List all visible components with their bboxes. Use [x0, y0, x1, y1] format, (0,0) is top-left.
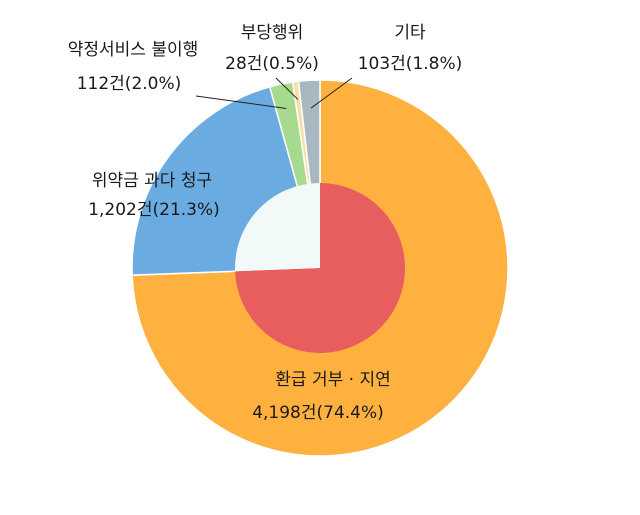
slice-label-penalty-value: 1,202건(21.3%)	[88, 200, 220, 220]
leader-line-3	[275, 77, 299, 100]
slice-label-penalty-name: 위약금 과다 청구	[92, 171, 212, 191]
slice-label-other-name: 기타	[394, 23, 426, 43]
slice-label-refund-value: 4,198건(74.4%)	[252, 403, 384, 423]
slice-label-contract-name: 약정서비스 불이행	[68, 40, 199, 60]
slice-label-unfair-value: 28건(0.5%)	[225, 54, 319, 74]
slice-label-contract-value: 112건(2.0%)	[77, 74, 182, 94]
inner-gap-wedge	[234, 183, 320, 272]
leader-line-4	[310, 77, 353, 109]
inner-highlight-slice	[235, 183, 405, 353]
leader-line-2	[195, 95, 287, 110]
slice-label-refund-name: 환급 거부 · 지연	[275, 370, 390, 390]
slice-label-unfair-name: 부당행위	[241, 23, 304, 43]
slice-label-other-value: 103건(1.8%)	[358, 54, 463, 74]
